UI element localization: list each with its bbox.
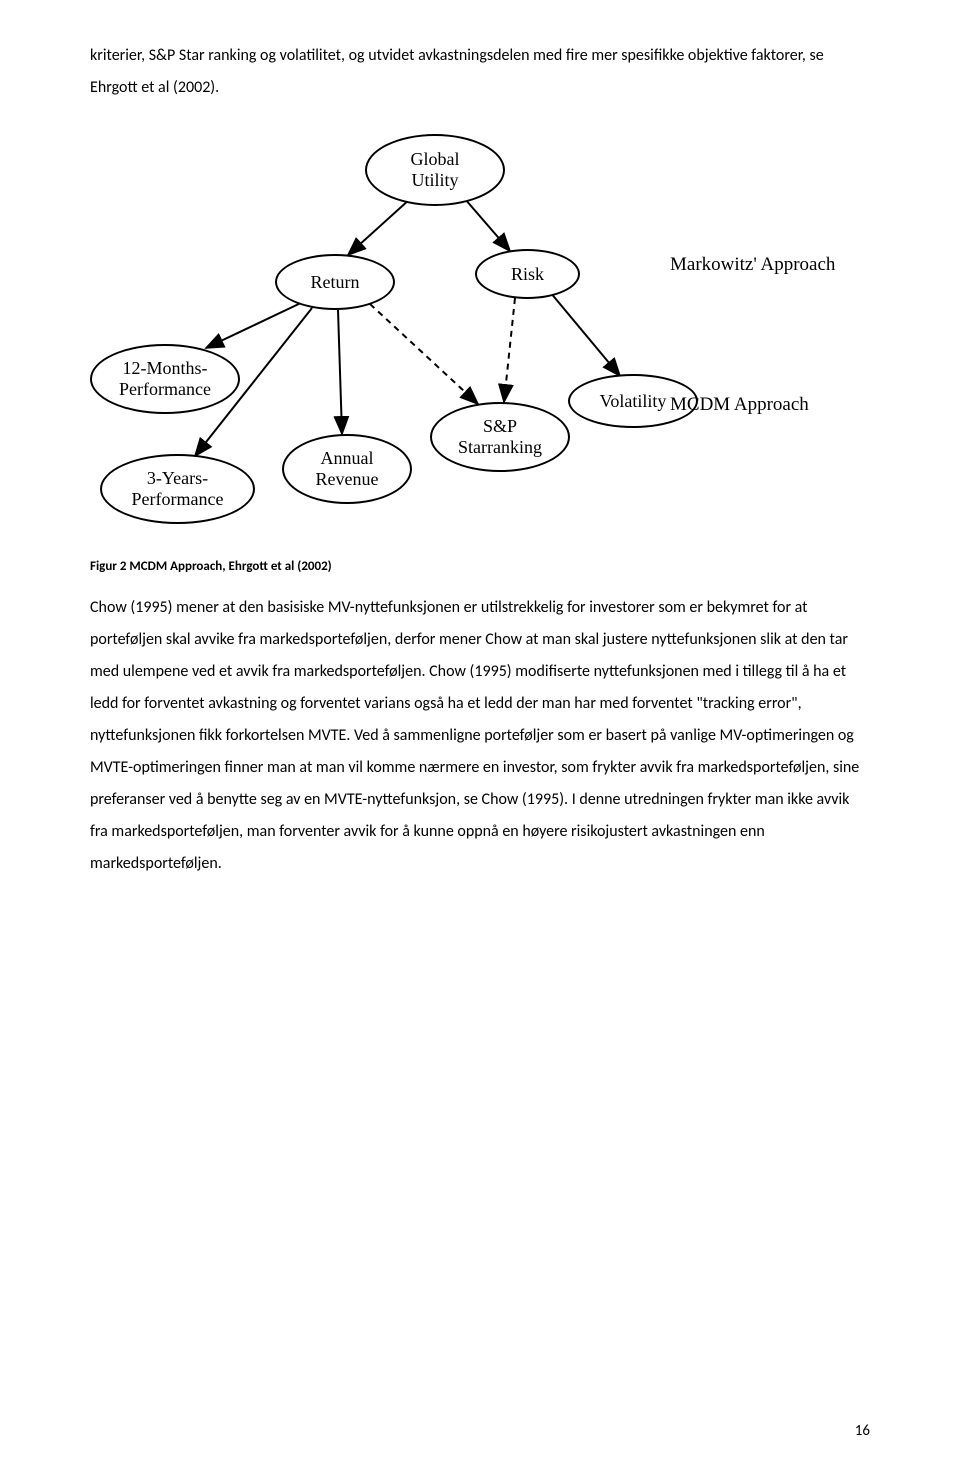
node-annual-revenue: AnnualRevenue <box>282 434 412 504</box>
arrow-risk-to-volatility <box>550 292 620 376</box>
arrow-global_utility-to-return <box>348 199 410 255</box>
arrow-return-to-annual_rev <box>338 310 342 434</box>
arrow-return-to-months12 <box>206 301 305 348</box>
mcdm-diagram: GlobalUtility Return Risk 12-Months-Perf… <box>90 134 870 529</box>
main-paragraph: Chow (1995) mener at den basisiske MV-ny… <box>90 592 870 880</box>
arrow-global_utility-to-risk <box>465 199 510 251</box>
label-mcdm-approach: MCDM Approach <box>670 394 809 416</box>
node-12-months-performance: 12-Months-Performance <box>90 344 240 414</box>
node-3-years-performance: 3-Years-Performance <box>100 454 255 524</box>
node-sp-starranking: S&PStarranking <box>430 402 570 472</box>
arrow-risk-to-sp_star <box>504 298 515 402</box>
node-return: Return <box>275 254 395 310</box>
intro-paragraph: kriterier, S&P Star ranking og volatilit… <box>90 40 870 104</box>
label-markowitz-approach: Markowitz' Approach <box>670 254 835 276</box>
node-global-utility: GlobalUtility <box>365 134 505 206</box>
node-risk: Risk <box>475 249 580 299</box>
page-number: 16 <box>855 1422 870 1440</box>
arrow-return-to-sp_star <box>370 304 478 404</box>
figure-caption: Figur 2 MCDM Approach, Ehrgott et al (20… <box>90 559 870 574</box>
